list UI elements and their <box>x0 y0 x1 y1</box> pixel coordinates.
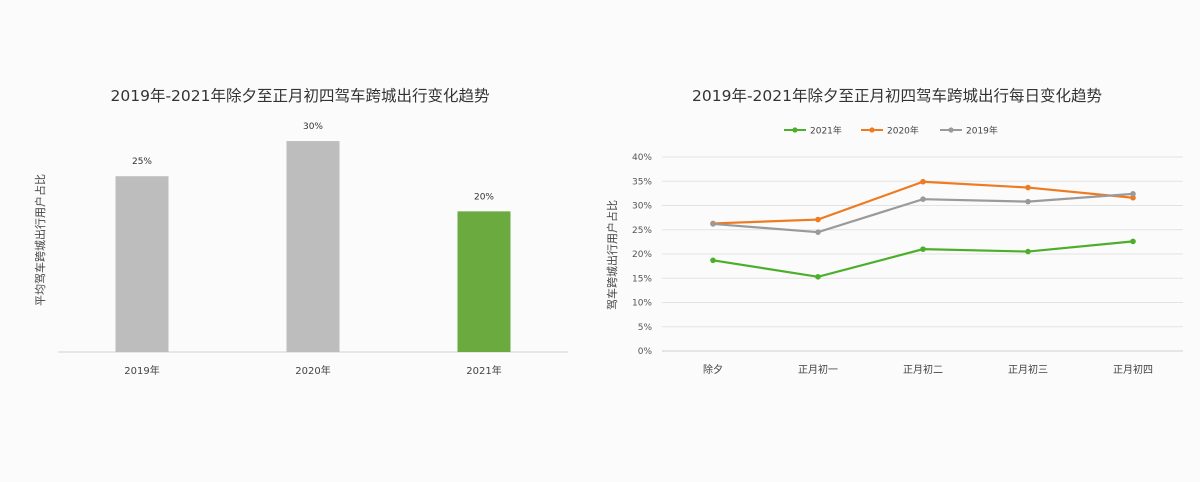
bar-category-label-2: 2021年 <box>466 364 501 377</box>
line-chart-legend: 2021年 2020年 2019年 <box>784 125 998 137</box>
bar-1 <box>286 141 340 352</box>
y-tick-label-1: 5% <box>638 323 653 333</box>
series-1-point-1 <box>815 216 821 223</box>
bar-chart-title: 2019年-2021年除夕至正月初四驾车跨城出行变化趋势 <box>111 87 490 105</box>
line-chart-series <box>710 178 1136 280</box>
series-0-point-1 <box>815 273 821 280</box>
y-tick-label-3: 15% <box>632 274 652 284</box>
y-tick-label-0: 0% <box>638 347 653 357</box>
bar-chart: 2019年-2021年除夕至正月初四驾车跨城出行变化趋势 平均驾车跨城出行用户占… <box>33 87 568 377</box>
y-tick-label-4: 20% <box>632 250 652 260</box>
series-1-point-3 <box>1025 184 1031 191</box>
series-2-point-1 <box>815 229 821 235</box>
series-2-point-2 <box>920 196 926 202</box>
x-category-label-3: 正月初三 <box>1008 363 1048 376</box>
bar-chart-ylabel: 平均驾车跨城出行用户占比 <box>33 174 47 306</box>
bar-category-label-1: 2020年 <box>295 364 330 377</box>
bar-chart-bars: 25% 2019年 30% 2020年 20% 2021年 <box>115 122 511 377</box>
series-line-1 <box>712 180 1134 225</box>
series-2-point-4 <box>1130 191 1136 197</box>
y-tick-label-6: 30% <box>632 202 652 212</box>
y-tick-label-7: 35% <box>632 177 652 187</box>
series-1-point-4 <box>1130 194 1136 201</box>
bar-data-label-1: 30% <box>303 122 323 132</box>
legend-label-0: 2021年 <box>810 125 842 137</box>
line-chart: 2019年-2021年除夕至正月初四驾车跨城出行每日变化趋势 驾车跨城出行用户占… <box>605 87 1183 376</box>
bar-data-label-0: 25% <box>132 157 152 167</box>
series-0-point-3 <box>1025 248 1031 255</box>
legend-label-2: 2019年 <box>966 125 998 137</box>
series-0-point-4 <box>1130 238 1136 245</box>
series-1-point-2 <box>920 178 926 185</box>
line-chart-ylabel: 驾车跨城出行用户占比 <box>605 200 619 310</box>
y-tick-label-8: 40% <box>632 153 652 163</box>
series-2-point-0 <box>710 221 716 227</box>
x-category-label-0: 除夕 <box>703 363 723 376</box>
series-2-point-3 <box>1025 198 1031 205</box>
series-0-point-2 <box>920 246 926 252</box>
bar-0 <box>115 176 169 352</box>
legend-marker-1 <box>869 127 875 133</box>
series-0-point-0 <box>710 257 716 264</box>
x-category-label-1: 正月初一 <box>798 363 838 376</box>
y-tick-label-5: 25% <box>632 226 652 236</box>
x-category-label-4: 正月初四 <box>1113 363 1153 376</box>
bar-2 <box>457 211 511 352</box>
legend-label-1: 2020年 <box>887 125 919 137</box>
legend-marker-2 <box>948 127 954 133</box>
legend-marker-0 <box>792 127 798 133</box>
y-tick-label-2: 10% <box>632 299 652 309</box>
x-category-label-2: 正月初二 <box>903 363 943 376</box>
bar-data-label-2: 20% <box>474 192 494 202</box>
bar-category-label-0: 2019年 <box>124 364 159 377</box>
line-chart-title: 2019年-2021年除夕至正月初四驾车跨城出行每日变化趋势 <box>692 87 1102 105</box>
